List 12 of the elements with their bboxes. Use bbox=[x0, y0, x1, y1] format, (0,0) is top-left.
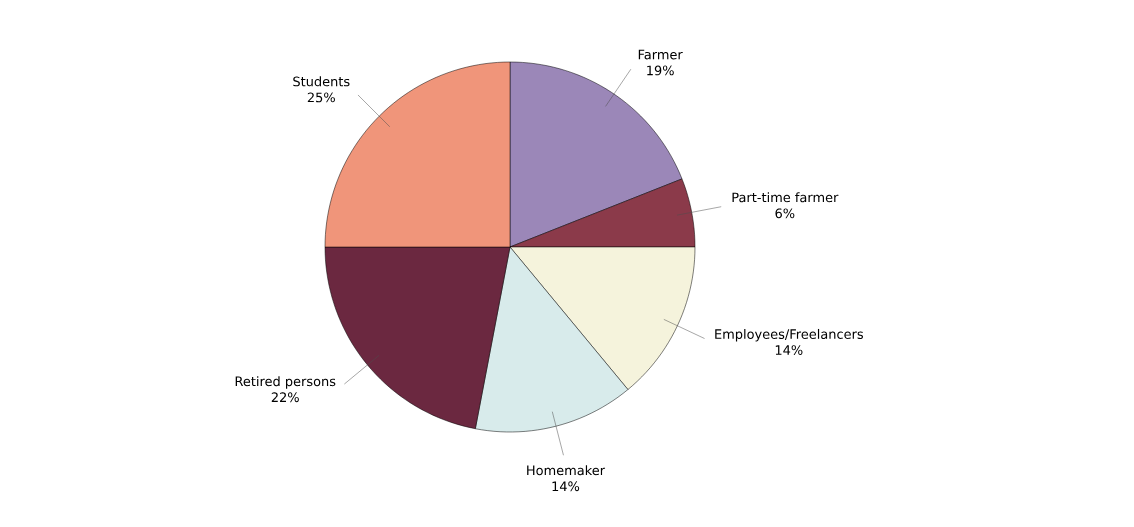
data-label: 6% bbox=[775, 208, 795, 219]
slice-label: Employees/Freelancers bbox=[715, 328, 863, 342]
data-label: 19% bbox=[647, 65, 674, 76]
slice-label: Retired persons bbox=[235, 376, 336, 389]
slice-label: Students bbox=[293, 76, 350, 87]
slice-label: Part-time farmer bbox=[732, 192, 839, 203]
data-label: 25% bbox=[307, 92, 335, 103]
data-label: 14% bbox=[552, 481, 580, 492]
data-label: 14% bbox=[775, 345, 803, 355]
slice-label: Farmer bbox=[638, 49, 683, 60]
slice-label: Homemaker bbox=[527, 465, 606, 476]
data-label: 22% bbox=[271, 392, 299, 403]
